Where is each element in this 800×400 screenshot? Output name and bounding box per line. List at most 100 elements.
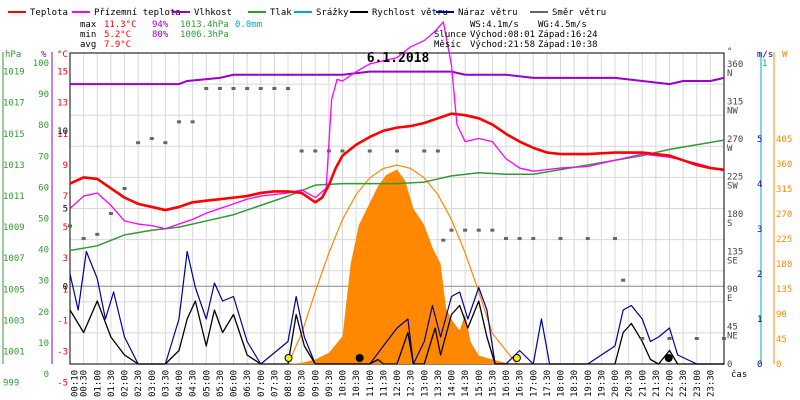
tick-time: 06:00: [230, 370, 240, 397]
tick-time: 20:00: [611, 370, 621, 397]
wind-dir-point: [286, 87, 290, 90]
wind-dir-point: [231, 87, 236, 90]
stat-min-label: min: [80, 30, 96, 40]
tick-watt: 45: [776, 335, 787, 345]
tick-time: 06:30: [243, 370, 253, 397]
tick-time: 00:10: [71, 370, 81, 397]
ground-temp-line: [69, 21, 725, 230]
tick-time: 08:30: [298, 370, 308, 397]
axis-unit-direction: °: [727, 47, 732, 57]
line-series: [69, 21, 725, 365]
moonrise-marker: [664, 354, 673, 362]
moon-rise: Východ:21:58: [470, 40, 535, 50]
tick-time: 11:00: [366, 370, 376, 397]
axis-label-time: čas: [731, 369, 747, 380]
tick-direction-label: NW: [727, 107, 738, 117]
tick-direction-label: E: [727, 294, 732, 304]
tick-hpa: 999: [3, 379, 19, 389]
wind-dir-point: [531, 237, 536, 240]
wind-dir-point: [422, 149, 427, 153]
tick-time: 12:30: [407, 370, 417, 397]
tick-time: 09:00: [311, 370, 321, 397]
tick-watt: 405: [776, 135, 792, 145]
sunset-marker: [512, 354, 521, 362]
wind-dir-point: [122, 187, 127, 190]
wind-dir-point: [640, 337, 645, 340]
tick-direction-label: W: [727, 144, 733, 154]
tick-time: 18:30: [570, 370, 580, 397]
tick-hpa: 1015: [3, 130, 25, 140]
temperature-line: [69, 112, 725, 212]
tick-watt: 90: [776, 310, 787, 320]
tick-time: 17:30: [543, 370, 553, 397]
wind-dir-point: [81, 237, 86, 240]
tick-time: 16:00: [502, 370, 512, 397]
tick-temp: -3: [57, 347, 68, 357]
tick-temp: 9: [63, 161, 68, 171]
tick-direction: 0: [727, 360, 732, 370]
wind-dir-point: [613, 237, 617, 240]
wind-dir-point: [136, 141, 141, 145]
tick-time: 19:30: [597, 370, 607, 397]
tick-time: 23:30: [706, 370, 716, 397]
tick-temp: -5: [57, 379, 68, 389]
tick-hpa: 1017: [3, 99, 25, 109]
wind-dir-point: [68, 224, 72, 228]
tick-time: 09:30: [325, 370, 335, 397]
tick-direction: 135: [727, 248, 743, 258]
tick-time: 02:00: [121, 370, 131, 397]
wind-dir-point: [435, 149, 440, 153]
tick-ms: 5: [757, 135, 762, 145]
wind-dir-point: [722, 337, 726, 340]
tick-time: 07:00: [257, 370, 267, 397]
wind-dir-point: [177, 120, 181, 124]
tick-temp: 13: [57, 99, 68, 109]
tick-watt: 225: [776, 235, 792, 245]
stat-max-hum: 94%: [152, 20, 169, 30]
tick-watt: 315: [776, 185, 792, 195]
tick-time: 13:30: [434, 370, 444, 397]
wind-dir-point: [108, 212, 113, 215]
tick-time: 18:00: [557, 370, 567, 397]
stat-min-press: 1006.3hPa: [180, 30, 229, 40]
stat-avg-label: avg: [80, 40, 96, 50]
tick-watt: 180: [776, 260, 792, 270]
tick-time: 17:00: [529, 370, 539, 397]
tick-ms-top: 1: [762, 59, 767, 69]
solar-series: [287, 164, 518, 365]
axis-unit-hpa: hPa: [5, 50, 21, 60]
stat-max-temp: 11.3°C: [104, 20, 137, 30]
tick-ms: 2: [757, 270, 762, 280]
chart-title: 6.1.2018: [367, 51, 430, 66]
tick-direction-label: SE: [727, 257, 738, 267]
axis-unit-ms: m/s: [757, 50, 773, 60]
tick-humidity: 60: [38, 183, 49, 193]
tick-time: 02:30: [134, 370, 144, 397]
tick-ms: 4: [757, 180, 762, 190]
stat-max-rain: 0.0mm: [235, 20, 262, 30]
legend-label: Směr větru: [552, 8, 606, 18]
tick-time: 16:30: [516, 370, 526, 397]
wind-dir-point: [558, 237, 563, 240]
tick-humidity: 50: [38, 215, 49, 225]
tick-time: 21:30: [652, 370, 662, 397]
axis-unit-watt: W: [782, 50, 788, 60]
wind-dir-point: [258, 87, 263, 90]
wind-dir-point: [449, 228, 454, 232]
tick-time: 05:30: [216, 370, 226, 397]
wind-dir-point: [95, 232, 100, 236]
axes: hPa% °C1019101710151013101110091007100510…: [2, 47, 792, 397]
tick-time: 10:30: [352, 370, 362, 397]
moon-set: Západ:10:38: [538, 40, 598, 50]
tick-time: 05:00: [202, 370, 212, 397]
sunrise-marker: [284, 354, 293, 362]
tick-hpa: 1003: [3, 316, 25, 326]
wind-dir-point: [340, 149, 345, 153]
tick-hpa: 1001: [3, 347, 25, 357]
wind-ws: WS:4.1m/s: [470, 20, 519, 30]
wind-speed-line: [69, 300, 724, 365]
tick-temp: 15: [57, 68, 68, 78]
moonset-marker: [355, 354, 364, 362]
wind-dir-point: [395, 149, 399, 153]
